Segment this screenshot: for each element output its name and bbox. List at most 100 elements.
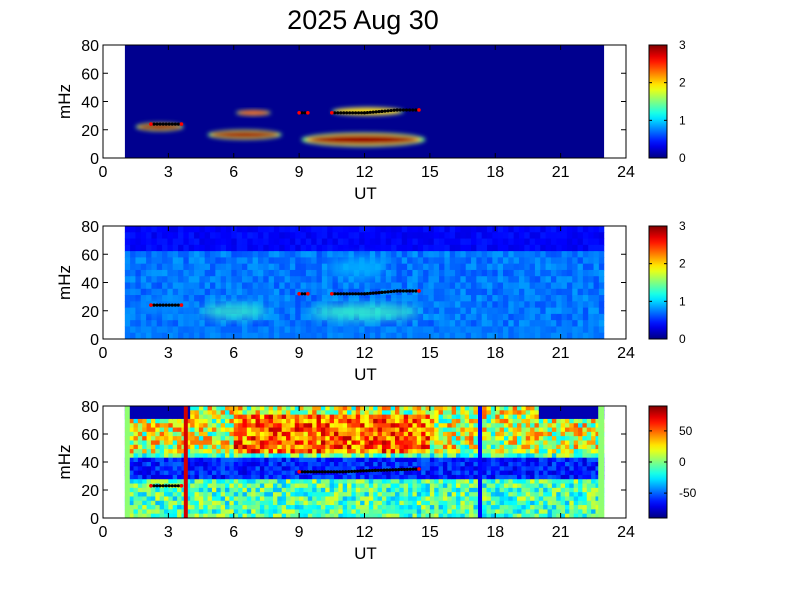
marker-point <box>341 470 345 474</box>
y-tick-label: 60 <box>81 247 99 264</box>
marker-point <box>376 468 380 472</box>
y-tick-label: 60 <box>81 66 99 83</box>
colorbar: 0 1 2 3 <box>648 219 686 346</box>
marker-point <box>312 470 316 474</box>
x-tick-label: 9 <box>295 524 304 541</box>
marker-point <box>300 111 304 115</box>
marker-point <box>356 292 361 296</box>
marker-point <box>300 292 304 296</box>
y-tick-label: 40 <box>81 276 99 293</box>
marker-point <box>362 292 367 296</box>
x-tick-label: 0 <box>99 524 108 541</box>
marker-point <box>405 467 409 471</box>
x-tick-label: 0 <box>99 345 108 362</box>
marker-point <box>335 470 339 474</box>
y-tick-label: 20 <box>81 123 99 140</box>
marker-point <box>161 303 165 307</box>
colorbar-tick-label: 3 <box>679 38 686 52</box>
marker-point <box>377 291 381 295</box>
marker-point <box>320 470 324 474</box>
marker-point <box>179 303 184 307</box>
marker-point <box>401 108 406 112</box>
x-tick-label: 24 <box>617 345 635 362</box>
marker-point <box>379 468 383 472</box>
marker-point <box>164 122 168 126</box>
x-tick-label: 18 <box>486 345 504 362</box>
marker-track <box>297 292 310 296</box>
marker-point <box>399 467 404 472</box>
marker-point <box>338 470 342 474</box>
marker-point <box>149 303 153 307</box>
marker-point <box>167 303 171 307</box>
marker-point <box>391 468 395 472</box>
y-tick-label: 0 <box>90 151 99 168</box>
y-tick-label: 40 <box>81 455 99 472</box>
marker-track <box>297 467 421 474</box>
heatmap <box>124 45 605 158</box>
marker-point <box>306 292 310 296</box>
marker-point <box>356 111 361 115</box>
colorbar-tick-label: 1 <box>679 113 686 127</box>
x-tick-label: 9 <box>295 345 304 362</box>
marker-point <box>323 470 327 474</box>
y-axis-label: mHz <box>55 445 74 480</box>
marker-point <box>401 289 406 293</box>
marker-point <box>336 292 340 296</box>
edge-strip <box>598 406 605 518</box>
marker-point <box>339 111 343 115</box>
y-tick-label: 40 <box>81 95 99 112</box>
marker-point <box>297 470 301 474</box>
marker-point <box>380 290 384 294</box>
marker-point <box>389 289 393 294</box>
marker-point <box>333 111 337 115</box>
marker-point <box>397 468 401 472</box>
marker-point <box>303 292 307 296</box>
x-tick-label: 18 <box>486 524 504 541</box>
marker-point <box>365 110 370 115</box>
heatmap-blob <box>201 305 267 318</box>
x-tick-label: 21 <box>552 345 570 362</box>
marker-point <box>152 303 156 307</box>
marker-point <box>297 111 301 115</box>
colorbar-gradient <box>648 225 668 340</box>
marker-point <box>333 292 337 296</box>
colorbar-gradient <box>648 44 668 159</box>
marker-point <box>398 108 402 112</box>
marker-point <box>368 291 372 295</box>
x-tick-label: 15 <box>421 524 439 541</box>
marker-point <box>411 289 415 293</box>
marker-point <box>300 470 304 474</box>
marker-point <box>355 469 360 473</box>
marker-track <box>149 122 184 126</box>
marker-point <box>353 292 358 296</box>
marker-point <box>158 484 162 488</box>
marker-point <box>374 110 378 114</box>
y-tick-label: 20 <box>81 483 99 500</box>
colorbar-tick-label: 3 <box>679 219 686 233</box>
marker-point <box>342 292 346 296</box>
x-tick-label: 18 <box>486 164 504 181</box>
marker-point <box>306 470 310 474</box>
heatmap <box>124 226 605 339</box>
x-tick-label: 24 <box>617 164 635 181</box>
marker-point <box>408 467 412 471</box>
marker-point <box>351 111 355 115</box>
x-tick-label: 6 <box>229 524 238 541</box>
marker-point <box>170 484 174 488</box>
x-tick-label: 6 <box>229 345 238 362</box>
marker-point <box>358 469 363 473</box>
marker-point <box>392 289 396 293</box>
marker-point <box>417 289 421 293</box>
marker-point <box>414 467 418 471</box>
marker-point <box>152 122 156 126</box>
marker-point <box>149 484 153 488</box>
marker-point <box>345 111 349 115</box>
heatmap-blob <box>235 109 271 116</box>
marker-point <box>155 484 159 488</box>
x-tick-label: 15 <box>421 164 439 181</box>
marker-point <box>374 291 378 295</box>
marker-point <box>385 468 389 472</box>
x-tick-label: 3 <box>164 164 173 181</box>
